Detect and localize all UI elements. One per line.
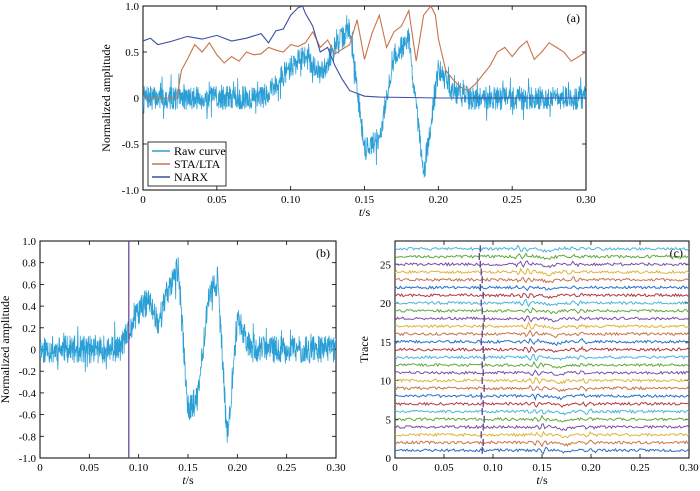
y-axis-label: Trace [357,336,371,363]
y-tick-label: -0.6 [19,410,37,422]
trace-line [395,414,689,423]
y-tick-label: 25 [380,259,392,271]
y-tick-label: 15 [380,337,392,349]
x-tick-label: 0.30 [576,194,596,206]
y-axis-label: Normalized amplitude [0,296,12,404]
trace-line [395,377,689,385]
trace-line [395,446,689,455]
x-tick-label: 0.10 [483,462,503,474]
trace-line [395,408,689,416]
y-tick-label: -0.4 [19,388,37,400]
y-tick-label: 0 [31,345,37,357]
trace-line [395,276,689,284]
trace-line [395,369,689,377]
x-axis-label: t/s [182,473,194,487]
trace-line [395,423,689,432]
trace-line [395,401,689,408]
y-tick-label: 0 [134,93,140,105]
trace-line [395,320,689,331]
x-tick-label: 0.30 [326,462,346,474]
y-tick-label: 0.4 [22,301,36,313]
series-narx [143,6,586,99]
x-tick-label: 0.05 [80,462,100,474]
y-tick-label: 10 [380,376,392,388]
panel-tag: (a) [567,11,580,25]
trace-line [395,307,689,315]
x-tick-label: 0 [37,462,43,474]
x-tick-label: 0.25 [277,462,297,474]
series-group [143,6,586,178]
y-tick-label: -1.0 [122,185,140,197]
y-tick-label: 0.8 [22,258,36,270]
series-group [40,241,336,458]
trace-line [395,353,689,362]
x-tick-label: 0.20 [429,194,449,206]
y-tick-label: 0 [386,453,392,465]
legend-label: Raw curve [174,144,226,158]
trace-line [395,337,689,347]
trace-line [395,393,689,402]
y-tick-label: 1.0 [22,236,36,248]
y-tick-label: -0.5 [122,139,140,151]
x-tick-label: 0.15 [355,194,375,206]
traces-group [395,244,689,455]
trace-line [395,260,689,269]
panel-a-chart: 0 0.05 0.10 0.15 0.20 0.25 0.30 -1.0 -0.5 0 0.5 1.0… [99,1,596,219]
trace-line [395,244,689,253]
x-tick-label: 0.05 [434,462,454,474]
y-tick-label: -0.8 [19,431,37,443]
y-tick-label: -1.0 [19,453,37,465]
series-raw-curve [40,257,336,443]
legend-label: STA/LTA [174,157,221,171]
x-axis-label: t/s [359,205,371,219]
x-tick-label: 0.15 [532,462,552,474]
trace-line [395,267,689,277]
x-tick-label: 0.20 [581,462,601,474]
series-raw-curve [143,15,586,178]
panel-c-chart: 0 0.05 0.10 0.15 0.20 0.25 0.30 0 5 10 15 20 25 t/s Tr… [357,240,699,487]
x-tick-label: 0 [392,462,398,474]
y-tick-label: 1.0 [125,1,139,13]
x-axis-label: t/s [536,473,548,487]
panel-tag: (b) [316,246,330,260]
trace-line [395,439,689,448]
trace-line [395,345,689,354]
trace-line [395,360,689,369]
series-sta-lta [143,6,586,99]
y-tick-label: 0.5 [125,47,139,59]
x-tick-label: 0.10 [281,194,301,206]
trace-line [395,329,689,339]
y-tick-label: -0.2 [19,366,36,378]
y-axis-label: Normalized amplitude [99,44,113,152]
trace-line [395,284,689,292]
x-tick-label: 0.30 [679,462,699,474]
x-tick-label: 0 [140,194,146,206]
trace-line [395,292,689,300]
x-tick-label: 0.25 [630,462,650,474]
trace-line [395,384,689,393]
trace-line [395,299,689,308]
x-tick-label: 0.15 [178,462,198,474]
x-tick-label: 0.20 [228,462,248,474]
trace-line [395,315,689,323]
y-tick-label: 0.6 [22,279,36,291]
y-tick-label: 0.2 [22,323,36,335]
trace-line [395,430,689,439]
panel-b-chart: 0 0.05 0.10 0.15 0.20 0.25 0.30-1.0-0.8-0.6-0.… [0,236,346,487]
y-tick-label: 5 [386,414,392,426]
x-tick-label: 0.10 [129,462,149,474]
legend-label: NARX [174,170,208,184]
x-tick-label: 0.05 [207,194,227,206]
x-tick-label: 0.25 [503,194,523,206]
trace-line [395,252,689,260]
y-tick-label: 20 [380,298,392,310]
